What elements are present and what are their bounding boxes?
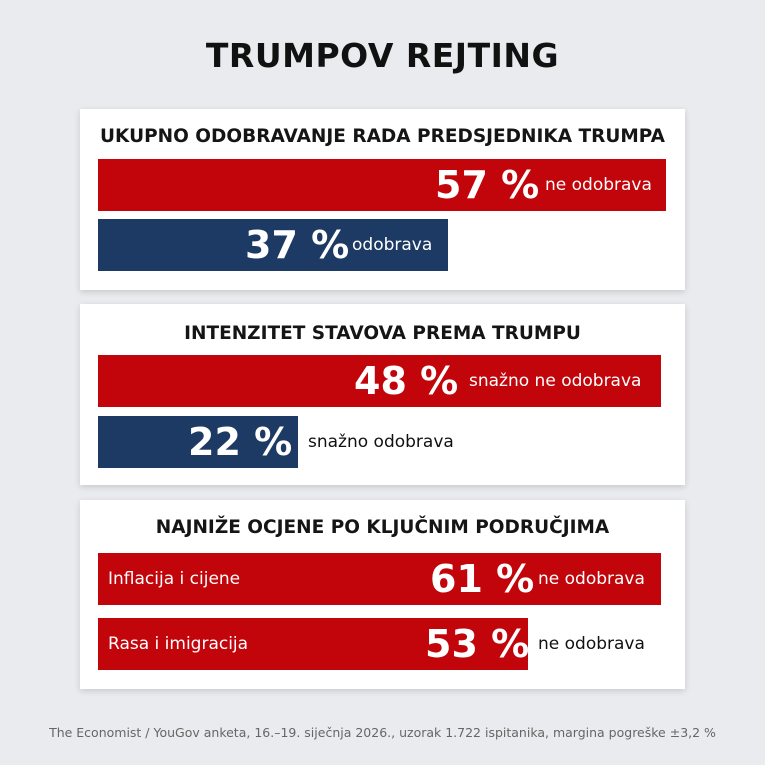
source-footnote: The Economist / YouGov anketa, 16.–19. s… bbox=[49, 725, 716, 740]
bar-strongly-disapprove bbox=[98, 355, 661, 407]
panel-title: UKUPNO ODOBRAVANJE RADA PREDSJEDNIKA TRU… bbox=[100, 126, 665, 147]
bar-value-label: 48 % bbox=[354, 359, 459, 403]
panel-overall-approval: UKUPNO ODOBRAVANJE RADA PREDSJEDNIKA TRU… bbox=[80, 109, 685, 290]
bar-value-label: 53 % bbox=[425, 622, 530, 666]
bar-category-label: Inflacija i cijene bbox=[108, 569, 241, 589]
panel-title: INTENZITET STAVOVA PREMA TRUMPU bbox=[184, 323, 581, 344]
bar-series-label: ne odobrava bbox=[545, 175, 652, 195]
bar-series-label: snažno odobrava bbox=[308, 432, 454, 452]
panel-intensity: INTENZITET STAVOVA PREMA TRUMPU 48 % sna… bbox=[80, 304, 685, 485]
bar-value-label: 57 % bbox=[435, 163, 540, 207]
bar-series-label: odobrava bbox=[352, 235, 433, 255]
bar-series-label: snažno ne odobrava bbox=[469, 371, 642, 391]
bar-inflation: Inflacija i cijene bbox=[98, 553, 661, 605]
page-title: TRUMPOV REJTING bbox=[205, 36, 560, 75]
bar-value-label: 22 % bbox=[188, 420, 293, 464]
bar-strongly-approve bbox=[98, 416, 298, 468]
bar-disapprove bbox=[98, 159, 666, 211]
bar-category-label: Rasa i imigracija bbox=[108, 634, 249, 654]
bar-approve bbox=[98, 219, 448, 271]
panel-lowest-ratings: NAJNIŽE OCJENE PO KLJUČNIM PODRUČJIMA In… bbox=[80, 500, 685, 689]
bar-series-label: ne odobrava bbox=[538, 634, 645, 654]
bar-series-label: ne odobrava bbox=[538, 569, 645, 589]
bar-value-label: 37 % bbox=[245, 223, 350, 267]
bar-race-immigration: Rasa i imigracija bbox=[98, 618, 528, 670]
panel-title: NAJNIŽE OCJENE PO KLJUČNIM PODRUČJIMA bbox=[155, 517, 610, 538]
bar-value-label: 61 % bbox=[430, 557, 535, 601]
